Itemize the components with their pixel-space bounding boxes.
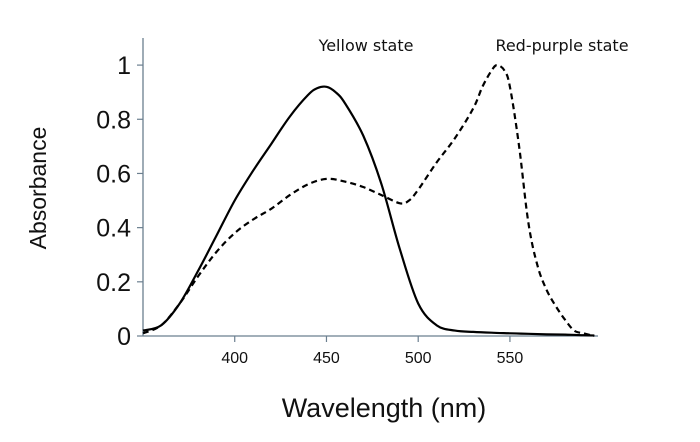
x-tick-label: 500 [405,350,432,367]
x-tick-label: 450 [313,350,340,367]
series-line-red-purple-state [142,63,595,338]
x-ticks: 400 450 500 550 [221,336,523,367]
x-axis-label: Wavelength (nm) [282,393,487,423]
y-tick-label: 0.4 [96,215,131,243]
series-lines [142,63,595,338]
y-tick-label: 0.8 [96,106,131,134]
y-tick-label: 0.2 [96,269,131,297]
x-tick-label: 550 [497,350,524,367]
series-line-yellow-state [142,85,595,337]
x-tick-label: 400 [221,350,248,367]
y-ticks: 0 0.2 0.4 0.6 0.8 1 [96,52,143,351]
y-tick-label: 0.6 [96,160,131,188]
annotation-red-purple-state: Red-purple state [495,36,628,55]
y-tick-label: 1 [117,52,131,80]
axes [142,38,598,337]
annotation-yellow-state: Yellow state [318,36,414,55]
y-tick-label: 0 [117,323,131,351]
y-axis-label: Absorbance [25,127,51,250]
